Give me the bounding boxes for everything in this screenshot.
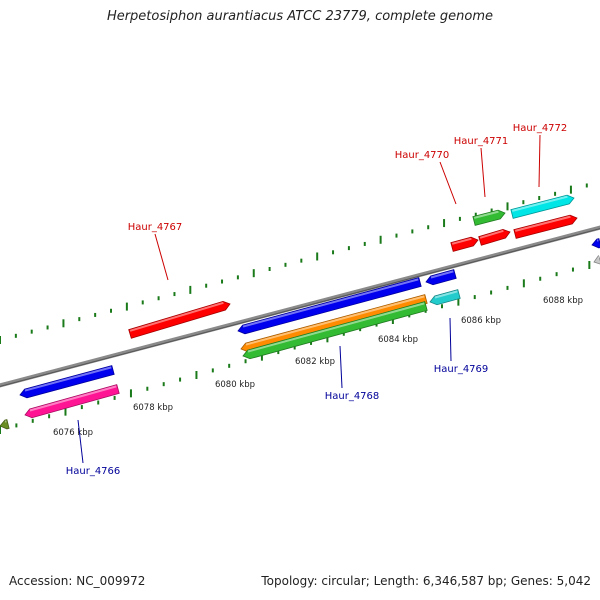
gene-blue-left	[19, 365, 115, 399]
gene-haur-4767	[128, 300, 231, 339]
gene-label-leader	[339, 345, 343, 389]
kbp-label: 6086 kbp	[461, 316, 501, 326]
gene-label-forward: Haur_4767	[128, 222, 183, 233]
gene-haur-4766-highlight	[29, 385, 117, 412]
gene-green-lower	[242, 301, 428, 360]
gene-label-leader	[480, 147, 486, 198]
gene-label-reverse: Haur_4768	[325, 391, 380, 402]
gene-blue-small-highlight	[430, 270, 454, 279]
gene-blue-edge-body	[591, 238, 600, 249]
gene-label-forward: Haur_4771	[454, 136, 509, 147]
kbp-label: 6080 kbp	[215, 380, 255, 390]
gene-cyan-upper-highlight	[511, 195, 568, 212]
gene-haur-4768-highlight	[242, 278, 419, 328]
gene-haur-4769-highlight	[434, 290, 458, 299]
kbp-label: 6076 kbp	[53, 428, 93, 438]
gene-green-upper-highlight	[473, 210, 499, 219]
gene-label-leader	[449, 317, 452, 362]
accession-label: Accession: NC_009972	[9, 574, 146, 588]
gene-haur-4772	[513, 214, 578, 239]
gene-olive-edge-body	[0, 419, 10, 430]
gene-label-leader	[77, 419, 84, 464]
gene-haur-4766	[24, 384, 120, 419]
gene-haur-4767-highlight	[129, 301, 224, 332]
genome-backbone-edge	[0, 228, 600, 387]
kbp-label: 6078 kbp	[133, 403, 173, 413]
gene-label-forward: Haur_4770	[395, 150, 450, 161]
gene-orange-highlight	[245, 295, 425, 346]
map-title: Herpetosiphon aurantiacus ATCC 23779, co…	[106, 9, 494, 24]
kbp-label: 6084 kbp	[378, 335, 418, 345]
gene-blue-left-highlight	[24, 366, 112, 392]
gene-haur-4770	[450, 236, 479, 252]
gene-haur-4767-body	[128, 300, 231, 339]
genome-backbone	[0, 225, 600, 388]
gene-gray-edge-body	[593, 255, 600, 265]
gene-haur-4772-body	[513, 214, 578, 239]
gene-haur-4770-body	[450, 236, 479, 252]
gene-label-leader	[154, 233, 169, 281]
gene-haur-4769	[429, 289, 461, 306]
gene-green-upper-body	[472, 209, 506, 226]
gene-label-forward: Haur_4772	[513, 123, 568, 134]
gene-olive-edge	[0, 419, 10, 430]
gene-gray-edge	[593, 255, 600, 265]
gene-label-reverse: Haur_4769	[434, 364, 489, 375]
gene-haur-4768	[237, 277, 422, 335]
gene-haur-4770-highlight	[451, 237, 472, 245]
gene-green-upper	[472, 209, 506, 226]
gene-label-leader	[439, 161, 457, 205]
gene-haur-4772-highlight	[514, 215, 571, 232]
kbp-label: 6088 kbp	[543, 296, 583, 306]
gene-label-leader	[538, 134, 541, 188]
gene-haur-4771-body	[478, 228, 511, 246]
gene-cyan-upper-body	[510, 194, 575, 219]
gene-label-reverse: Haur_4766	[66, 466, 121, 477]
kbp-label: 6082 kbp	[295, 357, 335, 367]
gene-haur-4771-highlight	[479, 229, 504, 239]
gene-green-lower-highlight	[247, 302, 425, 353]
gene-blue-edge	[591, 238, 600, 249]
gene-cyan-upper	[510, 194, 575, 219]
gene-haur-4771	[478, 228, 511, 246]
gene-blue-small	[425, 269, 457, 286]
genome-summary: Topology: circular; Length: 6,346,587 bp…	[261, 574, 591, 588]
